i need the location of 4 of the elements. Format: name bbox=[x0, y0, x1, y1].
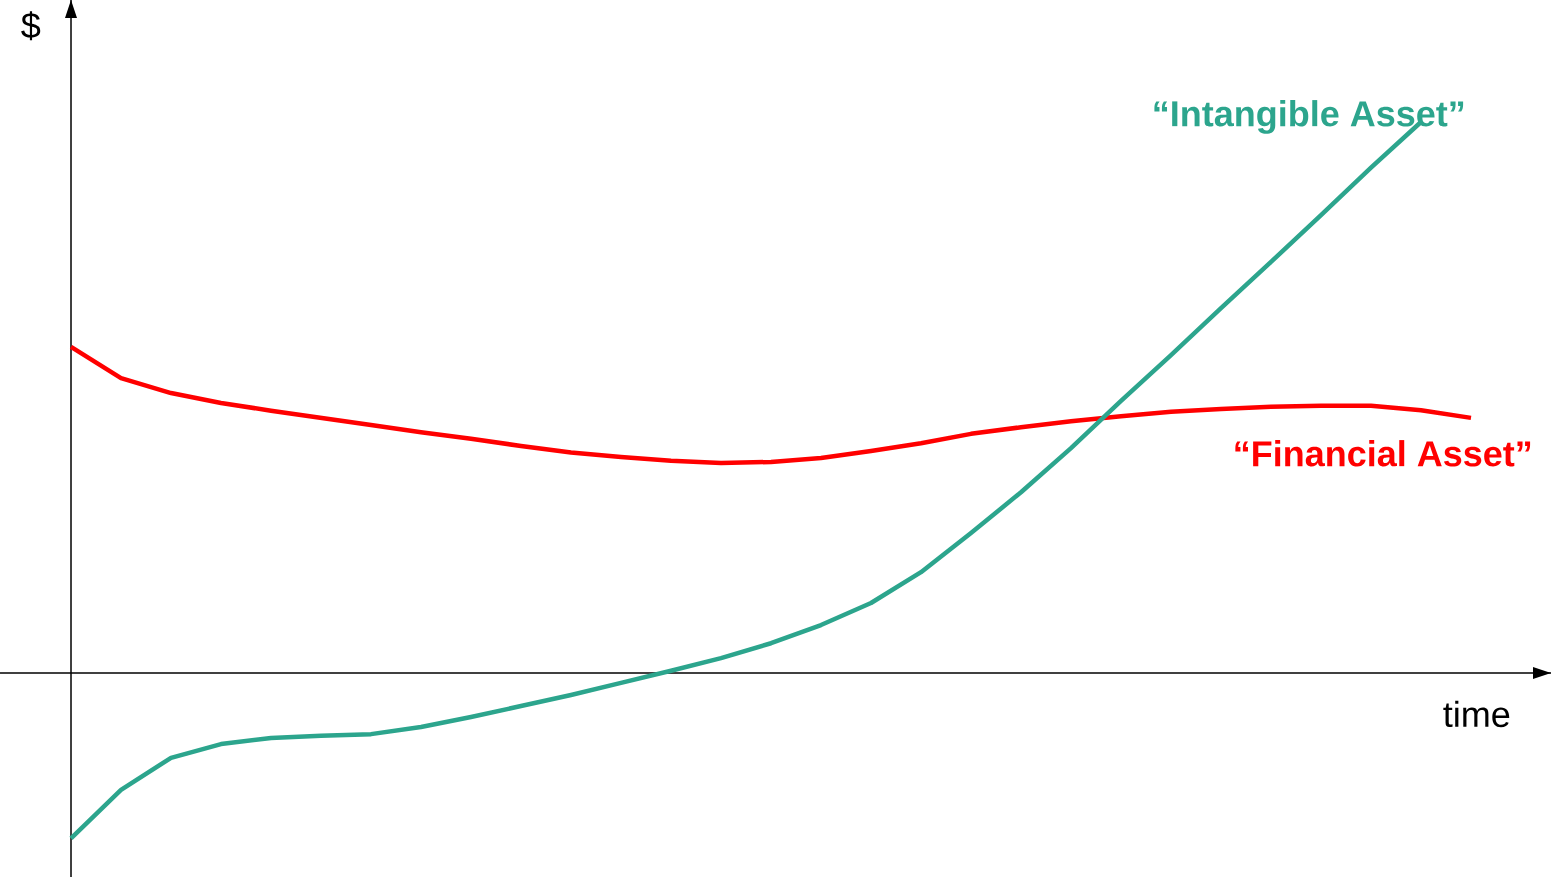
y-axis-title: $ bbox=[21, 11, 41, 41]
series-label: “Financial Asset” bbox=[1235, 440, 1531, 467]
series-label: “Intangible Asset” bbox=[1154, 100, 1464, 134]
x-axis-title: time bbox=[1443, 700, 1510, 728]
